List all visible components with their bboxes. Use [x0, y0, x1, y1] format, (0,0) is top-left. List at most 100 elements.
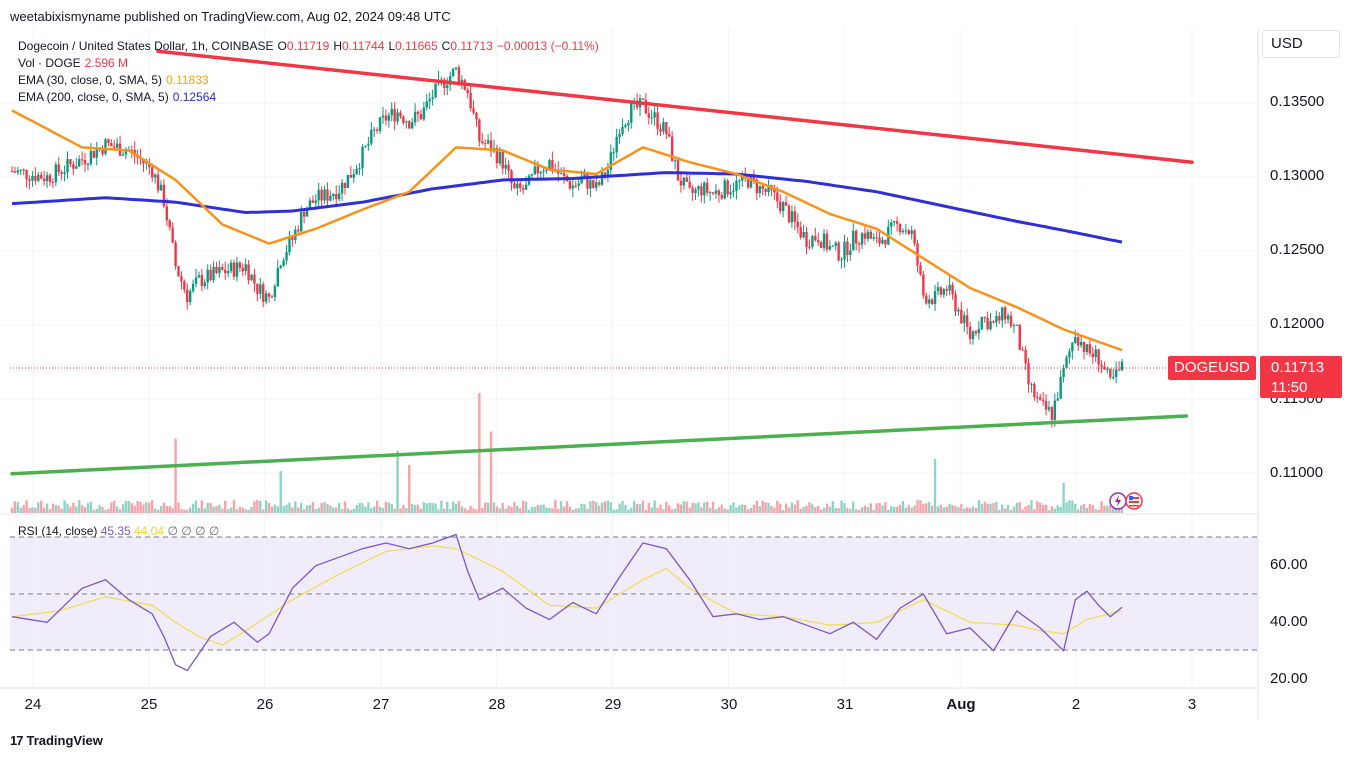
volume-bar	[1018, 502, 1021, 513]
volume-bar	[42, 507, 46, 513]
volume-bar	[244, 509, 247, 513]
candle-body	[1091, 353, 1094, 358]
candle-body	[767, 184, 770, 193]
candle-body	[884, 239, 887, 245]
volume-bar	[305, 505, 309, 513]
volume-bar	[790, 502, 794, 513]
volume-bar	[507, 505, 510, 513]
volume-bar	[390, 504, 393, 513]
volume-bar	[262, 509, 265, 513]
candle-body	[206, 269, 209, 283]
volume-bar	[688, 507, 691, 513]
rsi-tick: 40.00	[1270, 613, 1308, 630]
candle-body	[504, 164, 507, 169]
candle-body	[808, 246, 811, 248]
volume-bar	[948, 504, 951, 513]
volume-bar	[221, 508, 224, 513]
candle-body	[1047, 407, 1051, 410]
candle-body	[101, 148, 104, 155]
candle-body	[735, 180, 738, 191]
candle-body	[238, 262, 242, 268]
candle-body	[624, 125, 627, 128]
candle-body	[311, 200, 315, 203]
candle-body	[650, 117, 653, 119]
low-label: L	[388, 39, 396, 53]
candle-body	[355, 168, 358, 175]
candle-body	[1094, 349, 1097, 358]
candle-body	[615, 137, 618, 153]
volume-bar	[764, 502, 767, 513]
candle-body	[700, 186, 703, 196]
volume-bar	[989, 503, 992, 513]
volume-bar	[101, 507, 104, 513]
candle-body	[156, 174, 160, 191]
candle-body	[45, 175, 49, 182]
volume-bar	[72, 502, 75, 513]
volume-bar	[843, 503, 846, 513]
candle-body	[1006, 315, 1010, 320]
tradingview-brand: TradingView	[26, 733, 103, 748]
tradingview-logo[interactable]: 17 TradingView	[10, 733, 103, 748]
volume-bar	[1094, 509, 1097, 513]
volume-bar	[735, 507, 738, 513]
currency-selector[interactable]: USD	[1262, 30, 1340, 58]
candle-body	[948, 284, 951, 291]
candle-body	[659, 128, 662, 132]
volume-bar	[422, 502, 426, 513]
open-label: O	[277, 39, 287, 53]
volume-bar	[957, 507, 960, 513]
volume-bar	[159, 506, 163, 513]
candle-body	[1018, 324, 1021, 350]
volume-bar	[177, 502, 180, 513]
volume-bar	[890, 506, 893, 513]
candle-body	[521, 188, 525, 190]
bar-countdown: 11:50	[1271, 379, 1308, 396]
volume-bar	[580, 503, 583, 513]
volume-bar	[92, 509, 95, 513]
volume-bar	[130, 503, 133, 513]
volume-bar	[732, 502, 735, 513]
candle-body	[904, 230, 908, 232]
volume-bar	[355, 505, 358, 513]
volume-bar	[653, 500, 656, 513]
volume-bar	[501, 502, 504, 513]
candle-body	[796, 221, 799, 228]
candle-body	[723, 180, 726, 199]
candle-body	[83, 160, 87, 165]
candle-body	[869, 231, 872, 239]
candle-body	[387, 115, 391, 121]
candle-body	[524, 184, 528, 190]
change-value: −0.00013 (−0.11%)	[496, 39, 599, 53]
candle-body	[939, 287, 943, 295]
volume-bar	[761, 500, 764, 513]
candle-body	[881, 239, 884, 244]
volume-bar	[419, 508, 423, 513]
candle-body	[235, 262, 239, 277]
candle-body	[790, 211, 794, 223]
candle-body	[580, 178, 583, 184]
candle-body	[297, 229, 300, 232]
candle-body	[811, 236, 814, 247]
candle-body	[942, 289, 946, 295]
candle-body	[822, 233, 826, 248]
volume-bar	[755, 500, 759, 513]
volume-bar	[606, 500, 610, 513]
volume-bar	[180, 508, 183, 513]
candle-body	[600, 172, 604, 185]
candle-body	[1085, 344, 1089, 353]
volume-bar	[632, 500, 636, 513]
volume-bar	[273, 504, 277, 513]
candle-body	[513, 183, 516, 189]
volume-bar	[741, 504, 744, 513]
volume-bar	[703, 502, 706, 513]
candle-body	[229, 262, 233, 272]
date-tick: 24	[24, 696, 42, 713]
volume-bar	[361, 503, 364, 513]
candle-body	[913, 230, 916, 244]
volume-bar	[212, 506, 215, 513]
volume-bar	[951, 505, 954, 513]
price-tick: 0.12000	[1270, 315, 1325, 332]
candle-body	[834, 242, 837, 246]
low-value: 0.11665	[395, 39, 438, 53]
